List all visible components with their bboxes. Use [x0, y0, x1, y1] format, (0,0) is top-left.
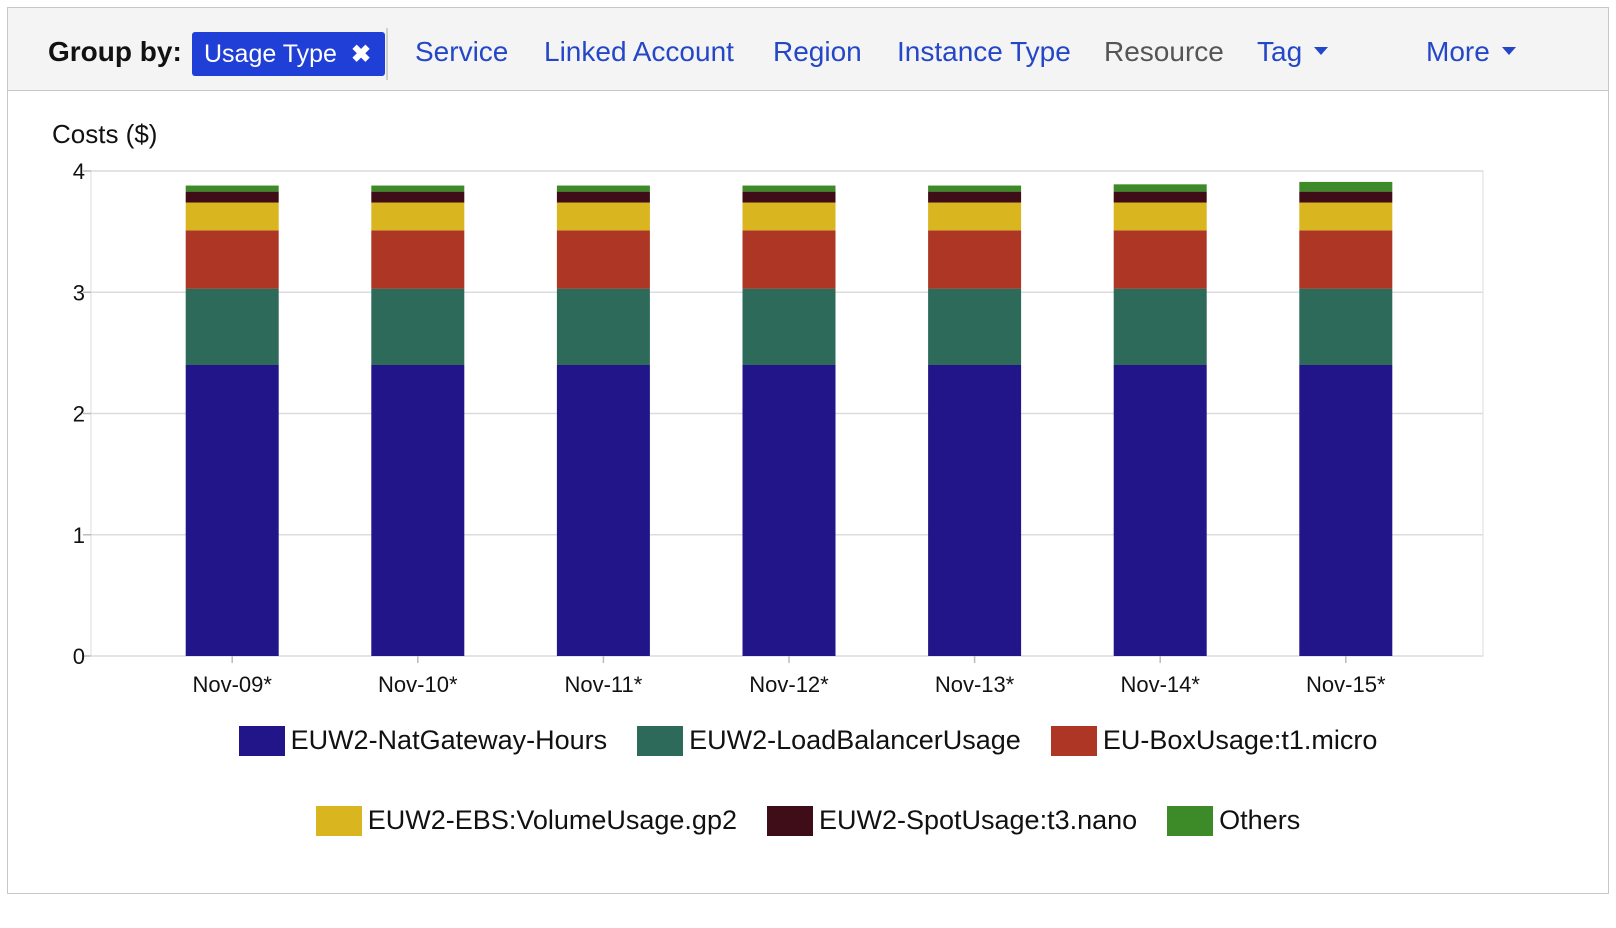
group-by-label: Group by:: [48, 36, 182, 67]
legend-label: EUW2-EBS:VolumeUsage.gp2: [367, 805, 737, 835]
chevron-down-icon: [1501, 46, 1516, 55]
legend-swatch: [1167, 805, 1214, 836]
option-instance-type[interactable]: Instance Type: [897, 36, 1071, 67]
close-icon[interactable]: ✖: [350, 40, 372, 68]
legend-item[interactable]: EUW2-SpotUsage:t3.nano: [766, 805, 1138, 836]
legend-item[interactable]: Others: [1167, 805, 1300, 836]
legend-swatch: [766, 805, 813, 836]
more-label: More: [1426, 36, 1490, 67]
option-region[interactable]: Region: [773, 36, 862, 67]
chip-label: Usage Type: [204, 39, 337, 68]
legend-item[interactable]: EUW2-EBS:VolumeUsage.gp2: [315, 805, 737, 836]
legend-swatch: [238, 725, 285, 756]
chart-panel: [7, 91, 1609, 894]
legend-item[interactable]: EUW2-NatGateway-Hours: [238, 725, 608, 756]
legend-row: EUW2-EBS:VolumeUsage.gp2 EUW2-SpotUsage:t…: [0, 805, 1616, 836]
option-service[interactable]: Service: [415, 36, 509, 67]
legend-item[interactable]: EUW2-LoadBalancerUsage: [637, 725, 1021, 756]
legend-row: EUW2-NatGateway-Hours EUW2-LoadBalancerUs…: [0, 725, 1616, 756]
legend-label: EUW2-NatGateway-Hours: [290, 725, 608, 755]
tag-label: Tag: [1257, 36, 1303, 67]
group-by-toolbar: Group by: Usage Type ✖ Service Linked Ac…: [7, 7, 1609, 91]
option-linked-account[interactable]: Linked Account: [544, 36, 734, 67]
option-more[interactable]: More: [1426, 36, 1516, 68]
usage-type-chip[interactable]: Usage Type ✖: [192, 32, 386, 76]
legend-item[interactable]: EU-BoxUsage:t1.micro: [1050, 725, 1378, 756]
legend-swatch: [1050, 725, 1097, 756]
chevron-down-icon: [1314, 46, 1329, 55]
option-tag[interactable]: Tag: [1257, 36, 1329, 68]
legend-swatch: [315, 805, 362, 836]
legend-label: EUW2-SpotUsage:t3.nano: [818, 805, 1138, 835]
toolbar-divider: [386, 28, 388, 80]
legend-swatch: [637, 725, 684, 756]
legend-label: EU-BoxUsage:t1.micro: [1102, 725, 1378, 755]
legend-label: Others: [1219, 805, 1301, 835]
option-resource: Resource: [1104, 36, 1224, 67]
legend-label: EUW2-LoadBalancerUsage: [689, 725, 1021, 755]
